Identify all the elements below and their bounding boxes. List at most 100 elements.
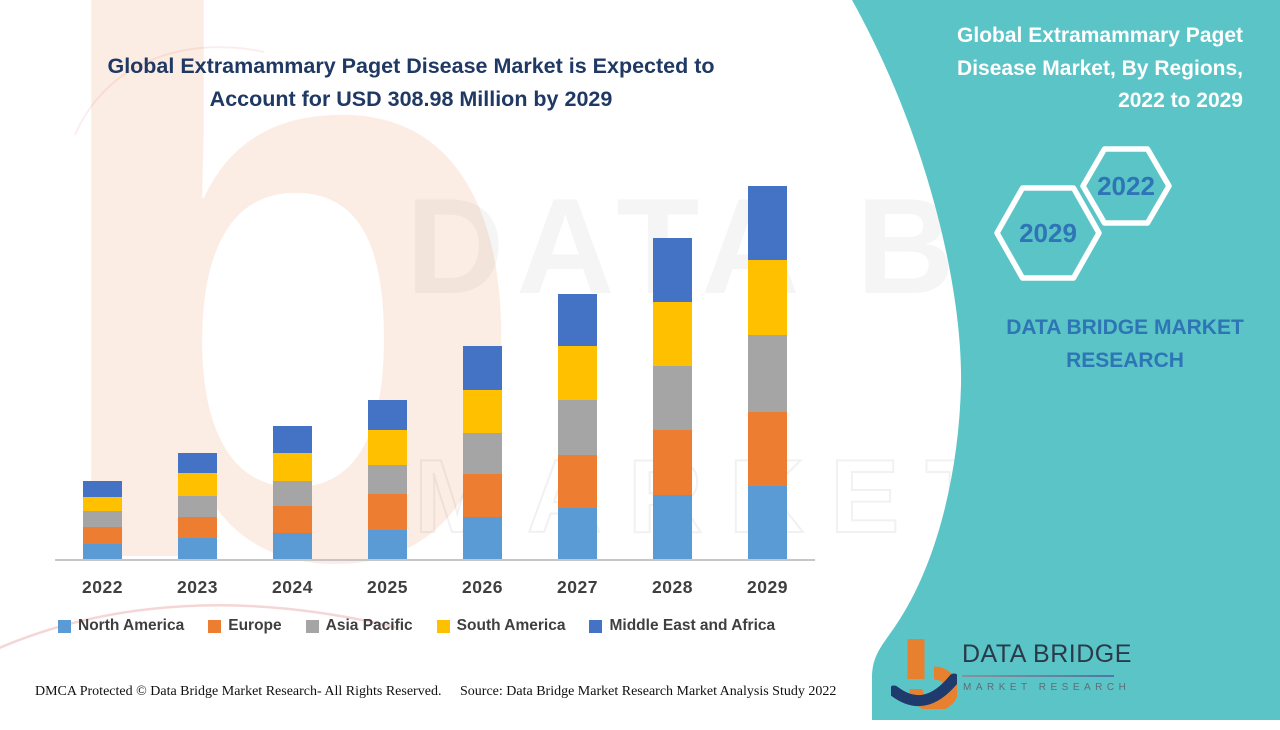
segment-2023-middle-east-and-africa	[178, 453, 217, 473]
x-axis-label-2023: 2023	[177, 577, 218, 597]
legend-swatch-asia-pacific	[305, 619, 319, 633]
bar-column-2023	[178, 175, 217, 560]
bar-group-2028: 2028	[625, 175, 720, 598]
stacked-bar-2022	[83, 481, 122, 560]
segment-2027-europe	[558, 455, 597, 508]
legend-item-asia-pacific: Asia Pacific	[305, 617, 413, 635]
databridge-logo-name: DATA BRIDGE	[962, 640, 1132, 668]
databridge-logo-subtitle: MARKET RESEARCH	[963, 682, 1131, 693]
segment-2025-south-america	[368, 430, 407, 465]
segment-2026-middle-east-and-africa	[463, 346, 502, 390]
legend-item-middle-east-and-africa: Middle East and Africa	[589, 617, 775, 635]
bar-group-2023: 2023	[150, 175, 245, 598]
segment-2026-south-america	[463, 390, 502, 433]
segment-2022-south-america	[83, 497, 122, 511]
chart-legend: North America Europe Asia Pacific South Ame…	[58, 617, 775, 635]
segment-2023-europe	[178, 517, 217, 538]
segment-2027-north-america	[558, 508, 597, 560]
segment-2023-south-america	[178, 473, 217, 496]
bar-group-2024: 2024	[245, 175, 340, 598]
stacked-bar-2027	[558, 294, 597, 560]
bar-group-2027: 2027	[530, 175, 625, 598]
segment-2024-south-america	[273, 453, 312, 481]
segment-2027-south-america	[558, 346, 597, 400]
watermark-b-letter: b	[34, 0, 535, 730]
segment-2025-asia-pacific	[368, 465, 407, 494]
segment-2027-middle-east-and-africa	[558, 294, 597, 346]
segment-2029-north-america	[748, 486, 787, 560]
hexagon-2022	[1080, 146, 1172, 226]
segment-2025-europe	[368, 494, 407, 530]
legend-item-south-america: South America	[436, 617, 565, 635]
stacked-bar-2025	[368, 400, 407, 560]
segment-2029-asia-pacific	[748, 335, 787, 412]
segment-2025-north-america	[368, 530, 407, 560]
legend-swatch-north-america	[58, 619, 71, 633]
stacked-bar-chart: 2022 2023 2024 2025 2026 2027 2028 2029	[55, 175, 815, 598]
panel-title: Global Extramammary Paget Disease Market…	[957, 24, 1243, 113]
source-note: Source: Data Bridge Market Research Mark…	[460, 684, 837, 699]
segment-2029-middle-east-and-africa	[748, 186, 787, 260]
x-axis-label-2027: 2027	[557, 577, 598, 597]
stacked-bar-2029	[748, 186, 787, 560]
page-title: Global Extramammary Paget Disease Market…	[107, 54, 715, 112]
bar-group-2026: 2026	[435, 175, 530, 598]
stacked-bar-2023	[178, 453, 217, 560]
bar-column-2029	[748, 175, 787, 560]
segment-2023-asia-pacific	[178, 496, 217, 517]
segment-2028-asia-pacific	[653, 366, 692, 430]
x-axis-label-2022: 2022	[82, 577, 123, 597]
segment-2029-south-america	[748, 260, 787, 335]
dmca-notice: DMCA Protected © Data Bridge Market Rese…	[35, 684, 442, 699]
segment-2024-europe	[273, 506, 312, 533]
segment-2026-north-america	[463, 517, 502, 560]
segment-2024-north-america	[273, 533, 312, 560]
x-axis-label-2025: 2025	[367, 577, 408, 597]
legend-item-europe: Europe	[208, 617, 282, 635]
segment-2022-north-america	[83, 544, 122, 560]
x-axis-label-2029: 2029	[747, 577, 788, 597]
legend-swatch-middle-east-and-africa	[589, 619, 603, 633]
bar-column-2025	[368, 175, 407, 560]
segment-2026-europe	[463, 474, 502, 517]
brand-wordmark-panel: DATA BRIDGE MARKET RESEARCH	[1006, 316, 1244, 372]
segment-2028-europe	[653, 430, 692, 495]
bar-column-2022	[83, 175, 122, 560]
bar-column-2024	[273, 175, 312, 560]
segment-2022-middle-east-and-africa	[83, 481, 122, 497]
segment-2027-asia-pacific	[558, 400, 597, 455]
segment-2025-middle-east-and-africa	[368, 400, 407, 430]
stacked-bar-2028	[653, 238, 692, 560]
segment-2022-europe	[83, 527, 122, 544]
bar-group-2029: 2029	[720, 175, 815, 598]
hexagon-2029	[994, 185, 1102, 281]
databridge-logo-icon	[891, 639, 957, 709]
bar-column-2028	[653, 175, 692, 560]
hexagon-2022-label: 2022	[1097, 171, 1155, 201]
legend-item-north-america: North America	[58, 617, 184, 635]
year-hexagons: 2022 2029	[994, 146, 1172, 281]
x-axis-line	[55, 559, 815, 561]
bar-group-2025: 2025	[340, 175, 435, 598]
hexagon-2029-label: 2029	[1019, 218, 1077, 248]
legend-label-europe: Europe	[228, 617, 282, 634]
legend-label-middle-east-and-africa: Middle East and Africa	[609, 617, 776, 634]
bar-group-2022: 2022	[55, 175, 150, 598]
segment-2024-asia-pacific	[273, 481, 312, 506]
stacked-bar-2024	[273, 426, 312, 560]
segment-2023-north-america	[178, 538, 217, 560]
stacked-bar-2026	[463, 346, 502, 560]
segment-2026-asia-pacific	[463, 433, 502, 474]
segment-2024-middle-east-and-africa	[273, 426, 312, 453]
legend-label-north-america: North America	[78, 617, 185, 634]
bar-column-2026	[463, 175, 502, 560]
legend-swatch-south-america	[436, 619, 450, 633]
bar-column-2027	[558, 175, 597, 560]
logo-divider-line	[962, 675, 1114, 677]
segment-2022-asia-pacific	[83, 511, 122, 527]
x-axis-label-2024: 2024	[272, 577, 313, 597]
segment-2029-europe	[748, 412, 787, 486]
x-axis-label-2028: 2028	[652, 577, 693, 597]
